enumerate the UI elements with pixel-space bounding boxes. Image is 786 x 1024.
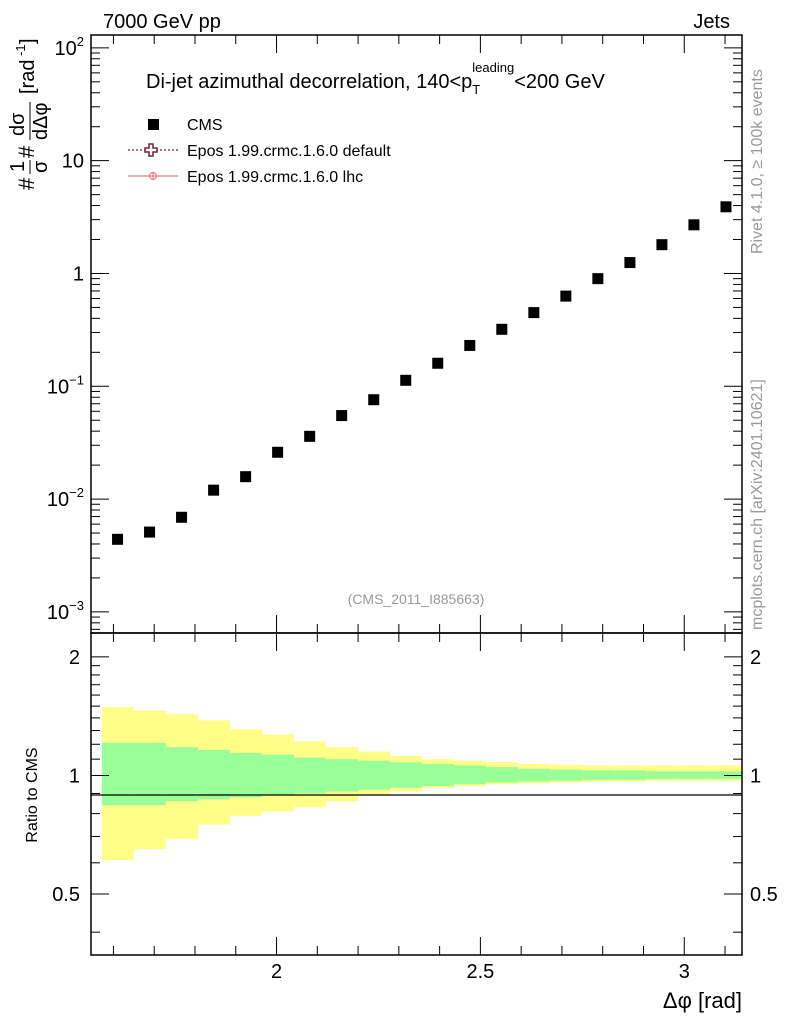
- stat-uncertainty-band-bin: [614, 770, 647, 780]
- stat-uncertainty-band-bin: [454, 765, 487, 785]
- y-tick-label-upper: 10−1: [47, 372, 84, 398]
- axes: 2 2.5 3 102 10 1 10−1 10−2 10−3 2 2 1 1 0.5 0.5: [47, 34, 778, 983]
- y-tick-label-ratio-right: 0.5: [750, 884, 778, 906]
- stat-uncertainty-band-bin: [165, 747, 198, 802]
- cms-data-point: [528, 307, 540, 319]
- x-axis-label: Δφ [rad]: [663, 988, 742, 1013]
- stat-uncertainty-band-bin: [550, 769, 583, 781]
- x-tick-label: 2: [271, 961, 282, 983]
- svg-text:#: #: [14, 145, 39, 158]
- stat-uncertainty-band-bin: [518, 768, 551, 782]
- svg-text:1: 1: [7, 161, 29, 172]
- y-tick-label-upper: 10−3: [47, 598, 84, 624]
- cms-data-point: [560, 290, 572, 302]
- cms-data-point: [304, 430, 316, 442]
- stat-uncertainty-band-bin: [646, 771, 679, 779]
- legend-entry-epos-lhc: Epos 1.99.crmc.1.6.0 lhc: [128, 169, 363, 186]
- stat-uncertainty-band-bin: [197, 750, 230, 800]
- cms-data-point: [368, 394, 380, 406]
- legend: CMS Epos 1.99.crmc.1.6.0 default Epos 1.…: [128, 117, 391, 186]
- y-tick-label-upper: 1: [73, 263, 84, 285]
- svg-text:dΔφ: dΔφ: [30, 103, 52, 140]
- cms-data-point: [432, 357, 444, 369]
- ratio-bands: [101, 707, 743, 860]
- y-tick-label-ratio-left: 0.5: [52, 884, 80, 906]
- cms-data-point: [336, 410, 348, 422]
- stat-uncertainty-band-bin: [678, 771, 711, 779]
- legend-label-cms: CMS: [187, 117, 223, 134]
- legend-entry-cms: CMS: [148, 117, 223, 134]
- cms-data-point: [240, 471, 252, 483]
- stat-uncertainty-band-bin: [261, 754, 294, 796]
- svg-text:dσ: dσ: [7, 112, 29, 136]
- chart-title: Di-jet azimuthal decorrelation, 140<pTle…: [146, 60, 605, 97]
- side-label-top: Rivet 4.1.0, ≥ 100k events: [749, 69, 766, 254]
- cms-data-point: [144, 526, 156, 538]
- cms-data-point: [208, 484, 220, 496]
- svg-text:-1: -1: [13, 44, 28, 56]
- legend-entry-epos-default: Epos 1.99.crmc.1.6.0 default: [128, 143, 391, 160]
- y-tick-label-upper: 10−2: [47, 485, 84, 511]
- cms-data-point: [624, 257, 636, 269]
- cms-data-point: [720, 201, 732, 213]
- cms-data-point: [112, 533, 124, 545]
- cms-data-point: [496, 323, 508, 335]
- stat-uncertainty-band-bin: [293, 757, 326, 794]
- y-tick-label-upper: 102: [55, 34, 84, 60]
- legend-marker-epos-default: [144, 143, 158, 157]
- y-tick-label-ratio-right: 1: [750, 765, 761, 787]
- y-tick-label-ratio-right: 2: [750, 647, 761, 669]
- svg-text:]: ]: [17, 38, 39, 44]
- stat-uncertainty-band-bin: [133, 742, 166, 806]
- stat-uncertainty-band-bin: [325, 759, 359, 792]
- stat-uncertainty-band-bin: [582, 770, 615, 780]
- stat-uncertainty-band-bin: [229, 753, 262, 798]
- cms-data-point: [464, 339, 476, 351]
- cms-data-point: [272, 446, 284, 458]
- stat-uncertainty-band-bin: [422, 763, 455, 787]
- svg-text:Di-jet azimuthal decorrelation: Di-jet azimuthal decorrelation, 140<pTle…: [146, 60, 605, 97]
- cms-data-point: [656, 239, 668, 251]
- y-axis-label-upper: # 1 σ # dσ dΔφ [rad -1 ]: [7, 38, 52, 190]
- stat-uncertainty-band-bin: [390, 762, 423, 788]
- svg-text:#: #: [14, 177, 39, 190]
- cms-data-points: [112, 201, 732, 545]
- cms-data-point: [176, 511, 188, 523]
- x-tick-label: 2.5: [466, 961, 494, 983]
- legend-marker-cms: [148, 119, 159, 130]
- stat-uncertainty-band-bin: [358, 760, 391, 790]
- stat-uncertainty-band-bin: [101, 742, 134, 806]
- cms-data-point: [592, 273, 604, 285]
- ratio-panel-frame: [90, 632, 743, 956]
- x-tick-label: 3: [679, 961, 690, 983]
- cms-data-point: [400, 374, 412, 386]
- svg-text:[rad: [rad: [17, 60, 39, 94]
- cms-data-point: [688, 219, 700, 231]
- header-left: 7000 GeV pp: [103, 11, 221, 33]
- legend-label-epos-default: Epos 1.99.crmc.1.6.0 default: [187, 143, 391, 160]
- y-tick-label-upper: 10: [62, 151, 84, 173]
- y-axis-label-ratio: Ratio to CMS: [24, 747, 41, 842]
- y-tick-label-ratio-left: 1: [69, 765, 80, 787]
- header-right: Jets: [693, 11, 730, 33]
- svg-text:σ: σ: [30, 160, 52, 173]
- stat-uncertainty-band-bin: [486, 767, 519, 783]
- analysis-watermark: (CMS_2011_I885663): [348, 591, 485, 607]
- legend-label-epos-lhc: Epos 1.99.crmc.1.6.0 lhc: [187, 169, 363, 186]
- side-label-bottom: mcplots.cern.ch [arXiv:2401.10621]: [749, 379, 766, 630]
- y-tick-label-ratio-left: 2: [69, 647, 80, 669]
